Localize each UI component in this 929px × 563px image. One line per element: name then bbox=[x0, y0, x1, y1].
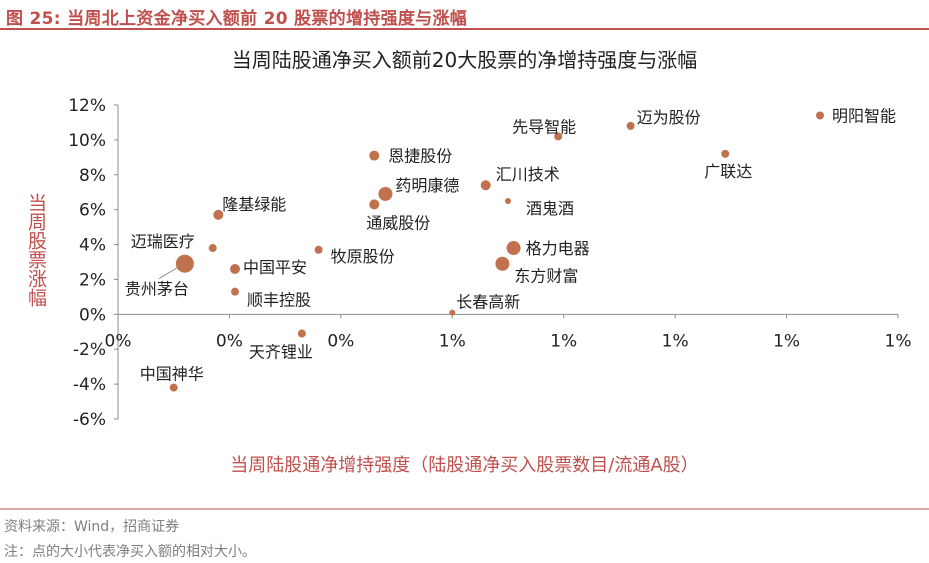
y-tick-label: 0% bbox=[79, 305, 106, 325]
scatter-point bbox=[297, 329, 306, 338]
point-label: 天齐锂业 bbox=[249, 343, 313, 362]
y-tick-label: 12% bbox=[68, 96, 106, 116]
x-tick-label: 1% bbox=[662, 331, 689, 351]
scatter-point bbox=[208, 244, 217, 253]
y-axis-label: 当周股票涨幅 bbox=[25, 193, 47, 307]
y-tick-label: 8% bbox=[79, 166, 106, 186]
point-label: 中国平安 bbox=[243, 258, 307, 277]
scatter-point bbox=[816, 111, 824, 120]
y-tick-label: 2% bbox=[79, 270, 106, 290]
scatter-point bbox=[626, 121, 635, 130]
x-tick-label: 0% bbox=[327, 331, 354, 351]
scatter-point bbox=[369, 150, 380, 161]
scatter-point bbox=[495, 256, 510, 271]
x-tick-label: 0% bbox=[216, 331, 243, 351]
point-label: 药明康德 bbox=[395, 176, 459, 195]
scatter-point bbox=[231, 287, 239, 296]
scatter-point bbox=[721, 149, 730, 158]
source-note: 资料来源：Wind，招商证券 bbox=[4, 519, 180, 535]
point-label: 汇川技术 bbox=[496, 165, 560, 184]
point-label: 中国神华 bbox=[140, 365, 204, 384]
point-label: 迈为股份 bbox=[637, 108, 701, 127]
point-label: 通威股份 bbox=[366, 213, 430, 232]
scatter-point bbox=[505, 197, 511, 204]
point-label: 顺丰控股 bbox=[247, 291, 311, 310]
figure-title: 图 25: 当周北上资金净买入额前 20 股票的增持强度与涨幅 bbox=[6, 9, 468, 29]
y-tick-label: -4% bbox=[73, 375, 106, 395]
scatter-point bbox=[314, 245, 323, 254]
point-label: 隆基绿能 bbox=[222, 195, 286, 214]
point-label: 广联达 bbox=[704, 162, 752, 181]
scatter-point bbox=[554, 132, 563, 141]
scatter-chart: 12%10%8%6%4%2%0%-2%-4%-6%0% 0% 0% 1% 1% 1% 1% 1… bbox=[68, 96, 912, 430]
point-label: 长春高新 bbox=[456, 293, 520, 312]
point-label: 明阳智能 bbox=[832, 106, 896, 125]
scatter-point bbox=[506, 241, 521, 256]
point-label: 迈瑞医疗 bbox=[131, 232, 195, 251]
point-label: 东方财富 bbox=[514, 267, 578, 286]
scatter-point bbox=[480, 180, 491, 191]
point-label: 酒鬼酒 bbox=[526, 199, 574, 218]
point-label: 恩捷股份 bbox=[388, 147, 452, 166]
label-leader-line bbox=[158, 266, 180, 280]
point-label: 格力电器 bbox=[526, 239, 590, 258]
point-label: 贵州茅台 bbox=[125, 280, 189, 299]
scatter-point bbox=[175, 254, 194, 273]
y-tick-label: -6% bbox=[73, 410, 106, 430]
point-label: 牧原股份 bbox=[331, 247, 395, 266]
x-tick-label: 1% bbox=[550, 331, 577, 351]
y-tick-label: -2% bbox=[73, 340, 106, 360]
scatter-point bbox=[449, 309, 456, 316]
x-tick-label: 1% bbox=[885, 331, 912, 351]
y-tick-label: 10% bbox=[68, 131, 106, 151]
scatter-point bbox=[169, 383, 178, 392]
scatter-point bbox=[378, 186, 393, 201]
x-tick-label: 0% bbox=[105, 331, 132, 351]
scatter-point bbox=[230, 263, 240, 274]
point-label: 先导智能 bbox=[512, 117, 576, 136]
y-tick-label: 4% bbox=[79, 236, 106, 256]
figure-header: 图 25: 当周北上资金净买入额前 20 股票的增持强度与涨幅 bbox=[0, 0, 929, 30]
x-tick-label: 1% bbox=[439, 331, 466, 351]
chart-title: 当周陆股通净买入额前20大股票的净增持强度与涨幅 bbox=[231, 48, 698, 72]
figure-footer: 资料来源：Wind，招商证券 注：点的大小代表净买入额的相对大小。 bbox=[0, 508, 929, 563]
scatter-point bbox=[369, 199, 380, 210]
x-tick-label: 1% bbox=[773, 331, 800, 351]
y-tick-label: 6% bbox=[79, 201, 106, 221]
size-note: 注：点的大小代表净买入额的相对大小。 bbox=[4, 544, 256, 560]
x-axis-label: 当周陆股通净增持强度（陆股通净买入股票数目/流通A股） bbox=[230, 455, 699, 476]
scatter-point bbox=[213, 209, 224, 220]
